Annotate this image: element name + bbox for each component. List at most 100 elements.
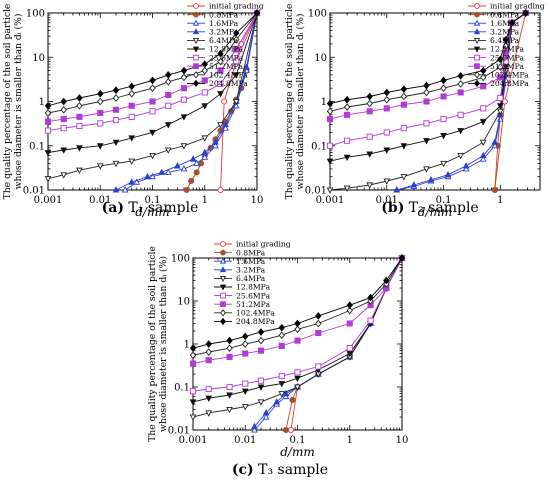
data-point (383, 88, 390, 97)
data-point (189, 351, 197, 359)
data-point (294, 369, 301, 376)
legend-entry: 25.6MPa (490, 53, 524, 62)
panel-caption: (b) T₂ sample (381, 200, 478, 216)
data-point (241, 404, 249, 411)
data-point (344, 137, 351, 144)
legend-entry: 12.8MPa (236, 283, 270, 292)
data-point (241, 388, 249, 395)
data-point (232, 101, 240, 109)
data-point (180, 165, 188, 172)
data-point (144, 172, 151, 180)
data-point (383, 105, 390, 112)
series-line (192, 257, 403, 365)
data-point (205, 395, 213, 402)
data-point (393, 186, 401, 193)
legend-marker (474, 71, 480, 79)
series-204.8MPa (326, 9, 529, 108)
y-tick-label: 10 (32, 53, 45, 64)
data-point (480, 73, 487, 82)
data-point (346, 306, 353, 315)
data-point (76, 122, 83, 130)
data-point (251, 426, 258, 433)
data-point (346, 320, 353, 327)
data-point (383, 129, 390, 136)
data-point (97, 109, 104, 117)
data-point (165, 91, 172, 99)
data-point (201, 153, 209, 160)
data-point (278, 381, 286, 388)
data-point (60, 172, 68, 179)
data-point (423, 88, 430, 97)
legend-entry: 1.6MPa (209, 19, 239, 28)
legend-marker (193, 71, 199, 79)
data-point (479, 139, 487, 147)
data-point (497, 74, 504, 81)
data-point (60, 116, 67, 123)
data-point (193, 159, 201, 166)
legend-entry: 102.4MPa (209, 71, 248, 80)
data-point (189, 155, 197, 162)
y-tick-label: 1 (39, 97, 45, 108)
data-point (242, 332, 249, 341)
data-point (188, 177, 195, 185)
legend-marker (219, 266, 227, 273)
data-point (112, 106, 120, 113)
data-point (366, 151, 374, 158)
data-point (383, 147, 391, 154)
y-tick-label: 0.1 (174, 383, 190, 394)
series-3.2MPa (251, 254, 406, 430)
data-point (128, 178, 136, 185)
data-point (233, 46, 240, 53)
data-point (457, 111, 464, 118)
data-point (112, 94, 120, 102)
data-point (400, 101, 407, 108)
y-axis-label-line2: whose diameter is smaller than dᵢ (%) (295, 14, 306, 190)
data-point (226, 336, 233, 345)
data-point (76, 113, 83, 120)
x-tick-label: 10 (396, 435, 409, 446)
data-point (502, 35, 510, 44)
data-point (217, 122, 224, 129)
data-point (149, 84, 156, 93)
y-tick-label: 0.01 (168, 426, 190, 437)
data-point (149, 108, 156, 115)
data-point (457, 72, 464, 80)
legend-entry: 12.8MPa (209, 45, 243, 54)
x-tick-label: 0.001 (179, 435, 208, 446)
data-point (128, 135, 136, 142)
data-point (400, 125, 407, 132)
legend-entry: initial grading (209, 2, 264, 11)
series-25.6MPa (44, 9, 261, 134)
data-point (205, 385, 212, 393)
data-point (262, 413, 270, 420)
data-point (165, 77, 172, 86)
legend-marker (220, 317, 226, 325)
legend-entry: 102.4MPa (236, 309, 275, 318)
data-point (164, 147, 172, 154)
y-tick-label: 10 (314, 53, 327, 64)
data-point (149, 98, 156, 105)
data-point (97, 89, 104, 98)
data-point (180, 143, 188, 150)
data-point (427, 175, 435, 183)
series-line (220, 12, 258, 191)
data-point (189, 360, 197, 367)
data-point (180, 114, 188, 121)
data-point (462, 162, 470, 169)
x-tick-label: 0.1 (436, 195, 452, 206)
data-point (205, 410, 213, 417)
data-point (282, 389, 290, 397)
panel-caption: (a) T₁ sample (102, 200, 199, 216)
data-point (217, 67, 224, 74)
legend: initial grading0.8MPa1.6MPa3.2MPa6.4MPa1… (214, 240, 291, 326)
data-point (278, 342, 285, 350)
data-point (112, 86, 120, 95)
data-point (149, 172, 156, 180)
x-tick-label: 0.1 (145, 195, 161, 206)
data-point (44, 150, 52, 157)
data-point (491, 141, 499, 149)
data-point (315, 312, 322, 320)
